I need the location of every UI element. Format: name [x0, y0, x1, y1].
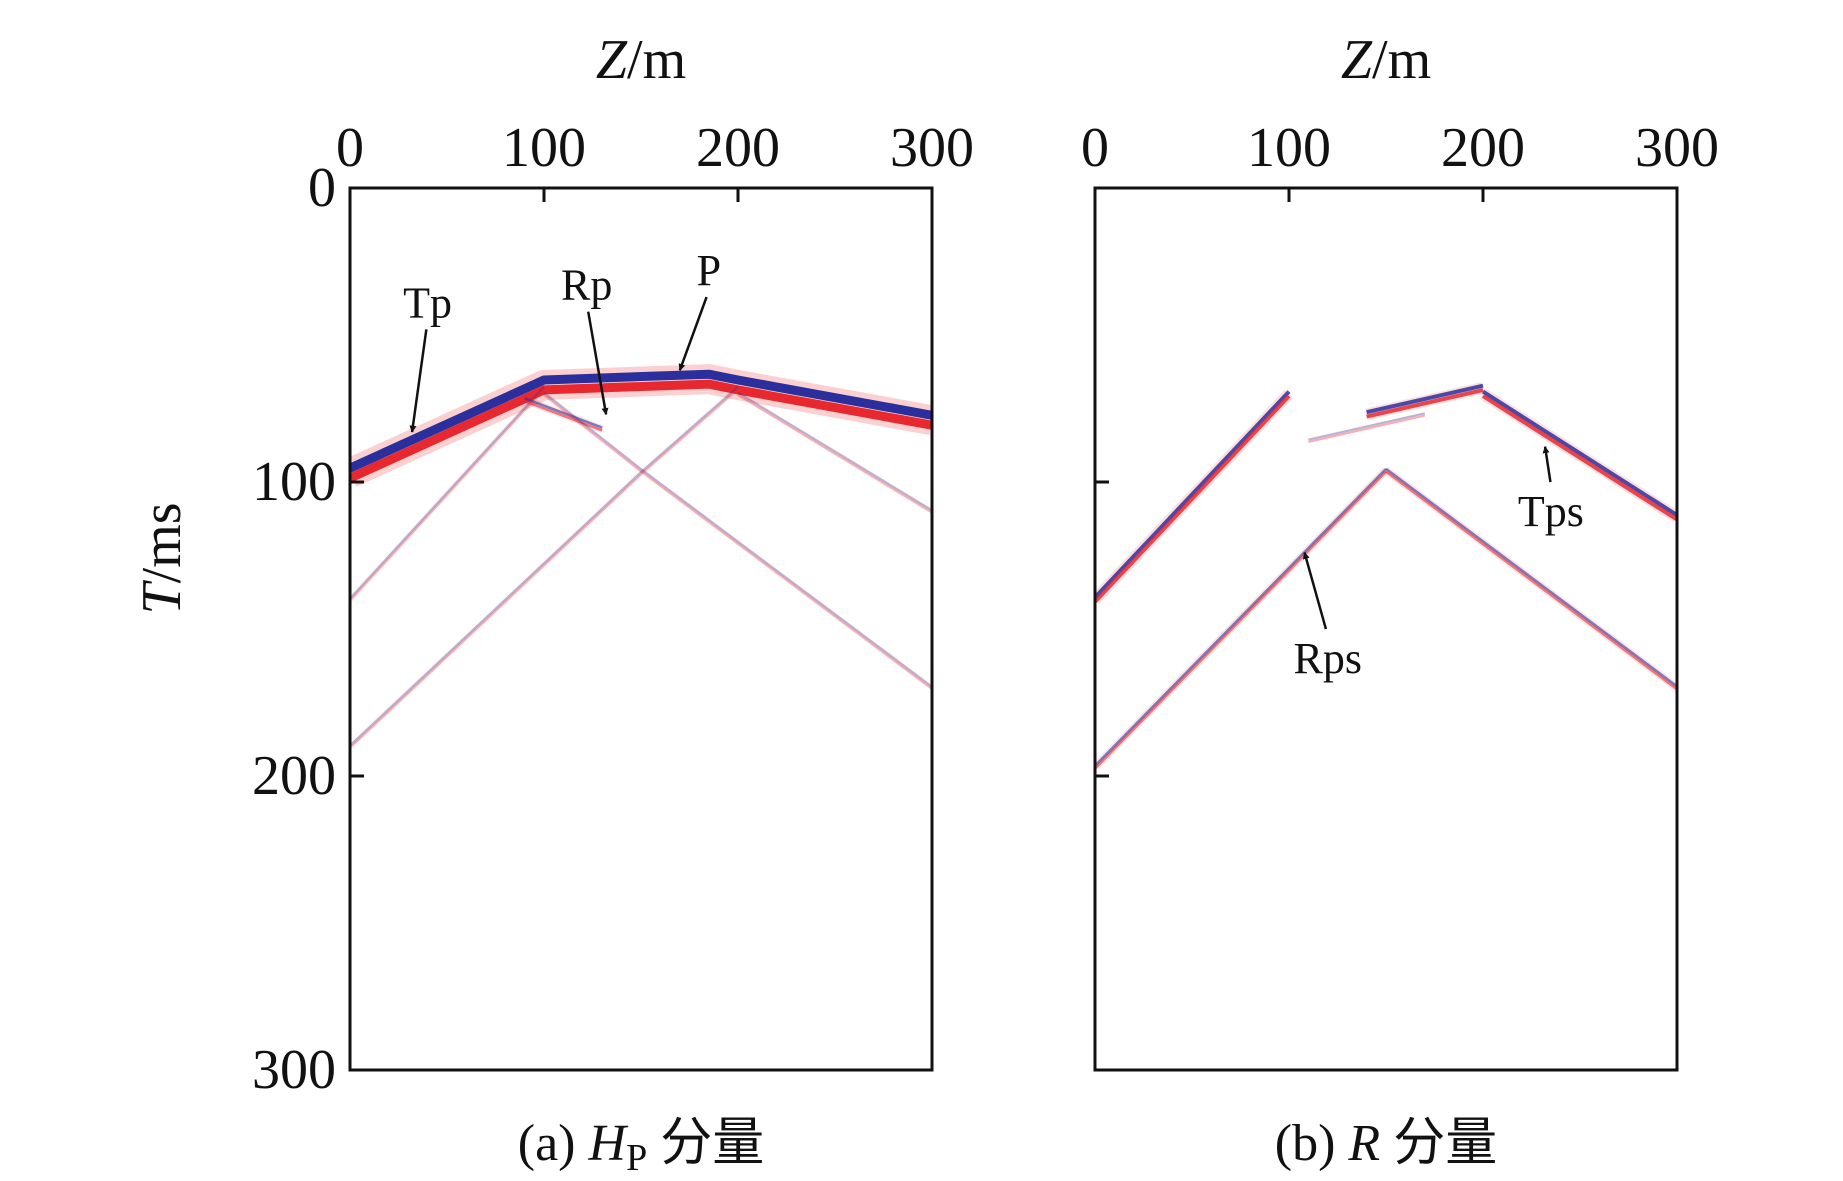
panel-a: 0 100 200 300 0 100 200 300 Z/m T/ms Tp Rp P (a) HP 分…	[131, 29, 974, 1179]
series-line-negative	[543, 391, 932, 688]
series-line-negative	[1366, 383, 1484, 415]
x-tick-label: 200	[696, 117, 780, 179]
series-rps-right	[1383, 466, 1677, 692]
annotation-arrow	[409, 329, 428, 433]
series-line-positive	[1366, 388, 1484, 419]
annotation-p: P	[697, 246, 721, 295]
series-line-negative	[1095, 390, 1291, 599]
series-halo	[736, 391, 932, 514]
series-line-positive	[1095, 394, 1291, 604]
series-halo	[1365, 382, 1485, 421]
series-rp-up	[523, 395, 604, 433]
series-rp-from-100	[542, 391, 932, 690]
series-line-negative	[1095, 468, 1387, 767]
annotation-tps: Tps	[1518, 487, 1584, 536]
series-line-positive	[1385, 470, 1677, 691]
plot-frame-a	[348, 186, 934, 1072]
y-axis-label: T/ms	[131, 502, 193, 614]
annotation-rps: Rps	[1294, 634, 1362, 683]
series-line-negative	[350, 386, 739, 747]
series-halo	[350, 386, 546, 602]
series-line-positive	[737, 394, 932, 514]
series-line-positive	[350, 379, 932, 483]
series-line-positive	[1095, 470, 1387, 770]
series-halo	[1307, 411, 1426, 444]
series-lower-mid	[1307, 411, 1426, 444]
series-line-negative	[524, 397, 603, 429]
series-left-branch	[1095, 389, 1294, 604]
y-tick-label: 100	[252, 451, 336, 513]
y-tick-label: 0	[308, 157, 336, 219]
traces-a	[350, 364, 932, 749]
series-line-negative	[350, 369, 932, 473]
series-halo	[350, 386, 740, 749]
plot-area-b	[1095, 188, 1677, 1070]
series-tps	[1479, 388, 1677, 523]
annotation-tp: Tp	[403, 278, 452, 327]
series-line-negative	[737, 391, 932, 512]
x-tick-label: 200	[1441, 117, 1525, 179]
x-tick-label: 300	[1635, 117, 1719, 179]
plot-area-a	[350, 188, 932, 1070]
panel-b: 0 100 200 300 Z/m Tps Rps (b) R 分量	[1081, 29, 1719, 1172]
annotation-arrow	[678, 296, 708, 371]
plot-frame-b	[1093, 186, 1679, 1072]
series-line-negative	[1385, 467, 1677, 688]
panel-caption-b: (b) R 分量	[1275, 1115, 1497, 1172]
series-line-positive	[543, 394, 932, 690]
x-tick-label: 300	[890, 117, 974, 179]
series-line-negative	[1481, 389, 1677, 517]
series-line-positive	[1308, 414, 1426, 443]
x-tick-label: 0	[336, 117, 364, 179]
annotation-rp: Rp	[561, 261, 612, 310]
y-tick-label: 200	[252, 745, 336, 807]
series-line-negative	[350, 386, 545, 600]
y-tick-label: 300	[252, 1039, 336, 1101]
traces-b	[1095, 382, 1677, 770]
series-upper-mid	[1365, 382, 1485, 421]
series-line-positive	[350, 388, 545, 602]
series-line-positive	[524, 399, 603, 432]
x-tick-label: 0	[1081, 117, 1109, 179]
annotation-arrow	[587, 311, 609, 416]
series-line-positive	[1481, 394, 1677, 522]
series-p	[350, 364, 932, 487]
series-line-positive	[350, 388, 739, 749]
series-rp-from-200	[350, 386, 740, 749]
annotation-arrow	[1542, 446, 1552, 483]
x-tick-label: 100	[502, 117, 586, 179]
series-tp-faint	[350, 386, 546, 602]
series-tail-right	[736, 391, 932, 514]
series-halo	[523, 395, 604, 433]
annotation-arrow	[1302, 551, 1328, 630]
x-axis-label: Z/m	[596, 29, 686, 91]
x-tick-label: 100	[1247, 117, 1331, 179]
series-line-negative	[1308, 412, 1426, 441]
series-rps	[1095, 467, 1389, 770]
panel-caption-a: (a) HP 分量	[518, 1115, 764, 1179]
x-axis-label: Z/m	[1341, 29, 1431, 91]
series-halo	[542, 391, 932, 690]
